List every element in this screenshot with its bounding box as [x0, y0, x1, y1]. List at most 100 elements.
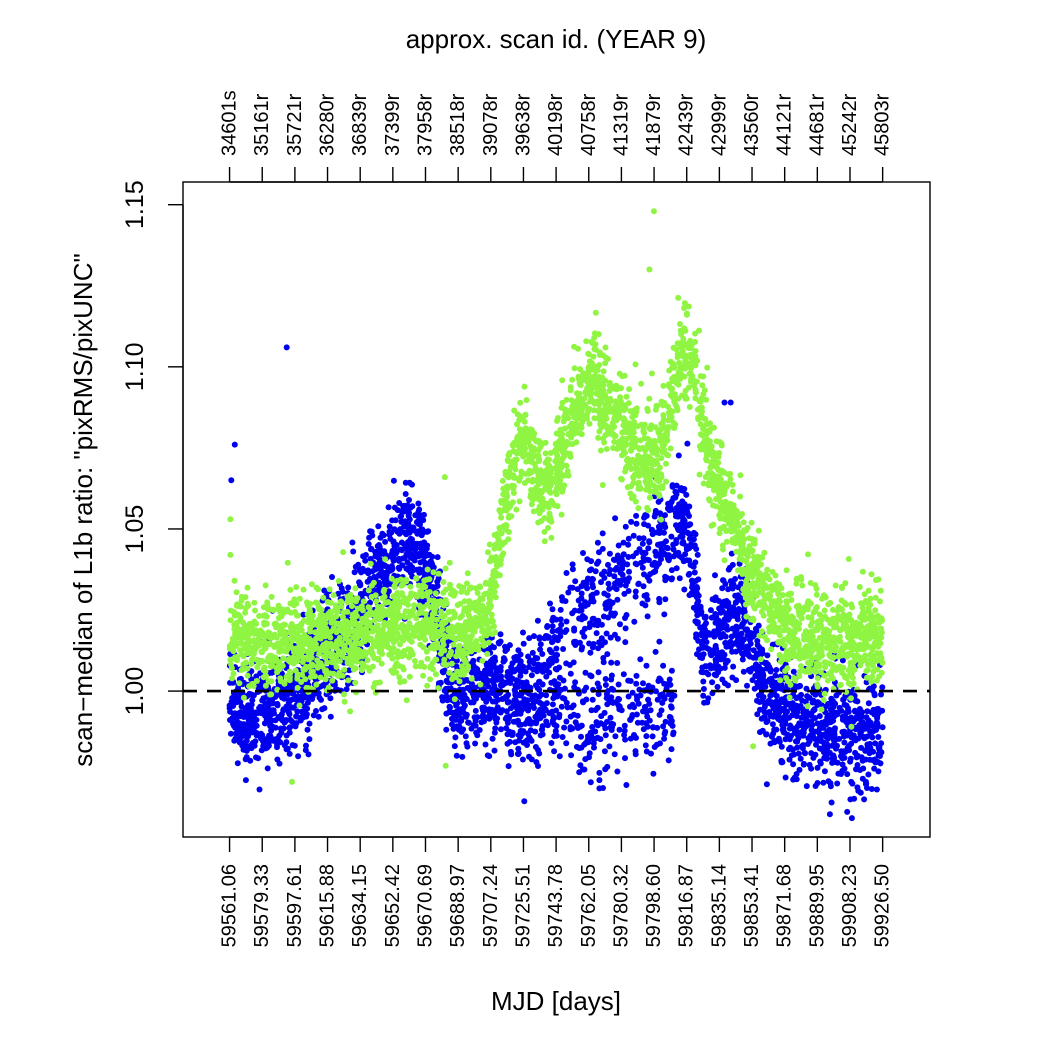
blue-point [315, 690, 322, 697]
blue-point [725, 616, 732, 623]
blue-point [536, 714, 543, 720]
blue-point [594, 722, 601, 729]
blue-point [563, 699, 570, 706]
blue-point [839, 657, 846, 664]
blue-point [632, 593, 639, 600]
blue-point [574, 725, 581, 731]
blue-point [245, 702, 252, 709]
blue-point [259, 697, 266, 704]
blue-outlier-point [727, 399, 734, 406]
green-point [872, 607, 879, 614]
blue-point [623, 782, 630, 788]
blue-point [800, 761, 807, 768]
blue-point [878, 691, 884, 698]
blue-point [592, 728, 599, 735]
blue-point [526, 635, 533, 642]
blue-point [303, 742, 309, 749]
green-point [242, 609, 249, 616]
blue-point [286, 750, 293, 757]
blue-point [700, 669, 707, 676]
green-point [412, 663, 419, 670]
blue-point [249, 697, 256, 704]
blue-point [476, 675, 483, 681]
blue-point [782, 736, 789, 743]
blue-point [543, 700, 550, 707]
blue-point [635, 581, 642, 588]
green-point [256, 613, 263, 619]
blue-point [230, 710, 237, 717]
green-point [805, 551, 811, 558]
blue-point [596, 639, 603, 646]
blue-point [550, 713, 557, 720]
green-point [268, 593, 275, 600]
blue-point [548, 740, 555, 746]
blue-point [523, 679, 530, 686]
blue-point [661, 735, 668, 742]
blue-point [701, 699, 708, 706]
blue-point [740, 651, 747, 658]
blue-point [865, 700, 872, 707]
blue-point [701, 622, 708, 629]
green-point [591, 415, 598, 422]
blue-point [583, 696, 590, 703]
blue-point [384, 563, 391, 570]
blue-point [834, 780, 841, 787]
blue-point [650, 724, 656, 731]
blue-point [605, 614, 612, 621]
blue-point [388, 563, 395, 570]
blue-point [807, 733, 814, 740]
blue-point [803, 783, 810, 790]
blue-point [781, 729, 788, 736]
blue-point [850, 718, 857, 725]
blue-point [695, 592, 702, 599]
blue-point [553, 732, 560, 739]
green-point [836, 682, 843, 689]
blue-point [768, 675, 775, 682]
blue-point [356, 579, 363, 586]
blue-point [522, 720, 529, 727]
blue-point [670, 729, 677, 736]
blue-point [642, 704, 649, 711]
blue-point [563, 660, 570, 667]
green-point [464, 570, 471, 577]
blue-point [360, 553, 367, 560]
blue-point [808, 718, 815, 725]
blue-point [790, 668, 797, 675]
blue-point [622, 523, 629, 530]
blue-point [556, 714, 563, 721]
green-point [448, 660, 455, 667]
green-point [498, 530, 505, 537]
blue-point [511, 668, 518, 675]
green-point [262, 682, 269, 689]
blue-point [831, 728, 838, 734]
green-point [280, 655, 287, 662]
blue-point [758, 672, 764, 678]
blue-point [749, 633, 756, 640]
blue-point [794, 744, 801, 751]
green-point [244, 665, 251, 672]
blue-point [532, 728, 539, 735]
blue-point [794, 694, 801, 701]
green-point [329, 659, 335, 666]
blue-point [606, 571, 613, 577]
blue-point [829, 755, 836, 762]
blue-point [640, 583, 647, 590]
blue-point [608, 685, 615, 692]
blue-point [547, 600, 553, 607]
blue-point [321, 587, 328, 594]
blue-point [873, 786, 880, 793]
blue-point [487, 713, 494, 720]
blue-point [878, 740, 885, 747]
blue-point [385, 504, 392, 511]
blue-point [614, 552, 621, 559]
blue-point [458, 728, 465, 735]
blue-point [450, 725, 457, 732]
green-point [856, 584, 863, 590]
blue-point [644, 713, 651, 720]
blue-point [806, 694, 813, 701]
blue-point [595, 691, 602, 698]
blue-point [304, 726, 311, 733]
green-point [246, 683, 253, 690]
blue-point [528, 756, 535, 763]
blue-point [705, 630, 712, 636]
